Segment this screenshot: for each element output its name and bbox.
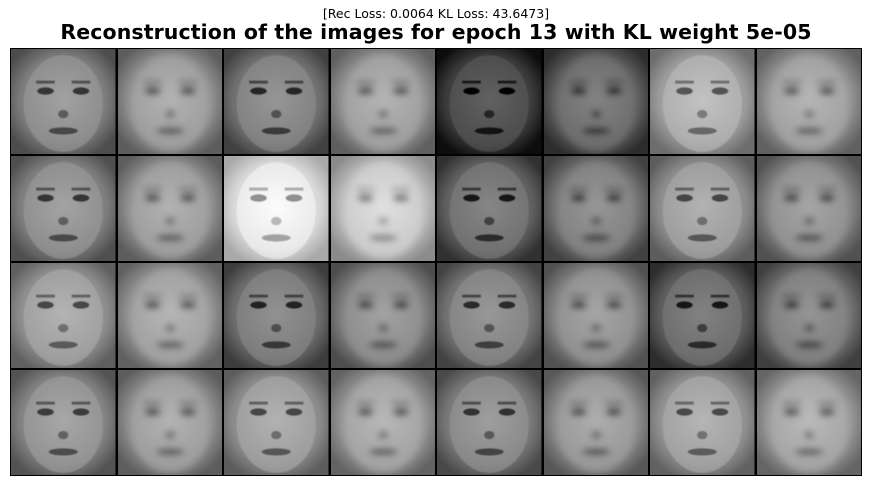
face-features: [343, 55, 423, 152]
original-face-tile: [437, 263, 542, 368]
face-features: [23, 162, 103, 259]
face-features: [449, 269, 529, 366]
face-features: [130, 55, 210, 152]
reconstructed-face-tile: [117, 370, 222, 475]
original-face-tile: [11, 370, 116, 475]
face-features: [130, 376, 210, 473]
face-features: [769, 269, 849, 366]
reconstructed-face-tile: [330, 49, 435, 154]
original-face-tile: [11, 156, 116, 261]
face-features: [662, 162, 742, 259]
face-features: [556, 269, 636, 366]
face-features: [449, 162, 529, 259]
face-features: [449, 376, 529, 473]
face-features: [343, 269, 423, 366]
face-features: [23, 269, 103, 366]
image-grid: [10, 48, 862, 476]
original-face-tile: [224, 263, 329, 368]
original-face-tile: [437, 370, 542, 475]
reconstructed-face-tile: [330, 156, 435, 261]
original-face-tile: [11, 49, 116, 154]
reconstructed-face-tile: [543, 156, 648, 261]
face-features: [662, 55, 742, 152]
reconstructed-face-tile: [543, 263, 648, 368]
reconstructed-face-tile: [756, 49, 861, 154]
original-face-tile: [224, 156, 329, 261]
original-face-tile: [650, 49, 755, 154]
face-features: [343, 162, 423, 259]
face-features: [236, 162, 316, 259]
face-features: [130, 162, 210, 259]
face-features: [449, 55, 529, 152]
face-features: [769, 162, 849, 259]
reconstructed-face-tile: [756, 263, 861, 368]
original-face-tile: [224, 370, 329, 475]
reconstructed-face-tile: [543, 49, 648, 154]
reconstructed-face-tile: [330, 370, 435, 475]
original-face-tile: [650, 370, 755, 475]
face-features: [343, 376, 423, 473]
original-face-tile: [224, 49, 329, 154]
reconstructed-face-tile: [543, 370, 648, 475]
face-features: [662, 376, 742, 473]
face-features: [236, 269, 316, 366]
face-features: [769, 376, 849, 473]
reconstructed-face-tile: [117, 49, 222, 154]
original-face-tile: [11, 263, 116, 368]
face-features: [23, 376, 103, 473]
face-features: [556, 162, 636, 259]
face-features: [236, 55, 316, 152]
figure-title: Reconstruction of the images for epoch 1…: [60, 20, 812, 44]
face-features: [130, 269, 210, 366]
face-features: [236, 376, 316, 473]
reconstructed-face-tile: [117, 156, 222, 261]
face-features: [23, 55, 103, 152]
original-face-tile: [437, 156, 542, 261]
loss-subtitle: [Rec Loss: 0.0064 KL Loss: 43.6473]: [322, 6, 550, 21]
reconstructed-face-tile: [756, 370, 861, 475]
face-features: [556, 376, 636, 473]
face-features: [769, 55, 849, 152]
face-features: [556, 55, 636, 152]
original-face-tile: [650, 263, 755, 368]
face-features: [662, 269, 742, 366]
original-face-tile: [650, 156, 755, 261]
reconstructed-face-tile: [117, 263, 222, 368]
reconstructed-face-tile: [330, 263, 435, 368]
reconstructed-face-tile: [756, 156, 861, 261]
original-face-tile: [437, 49, 542, 154]
